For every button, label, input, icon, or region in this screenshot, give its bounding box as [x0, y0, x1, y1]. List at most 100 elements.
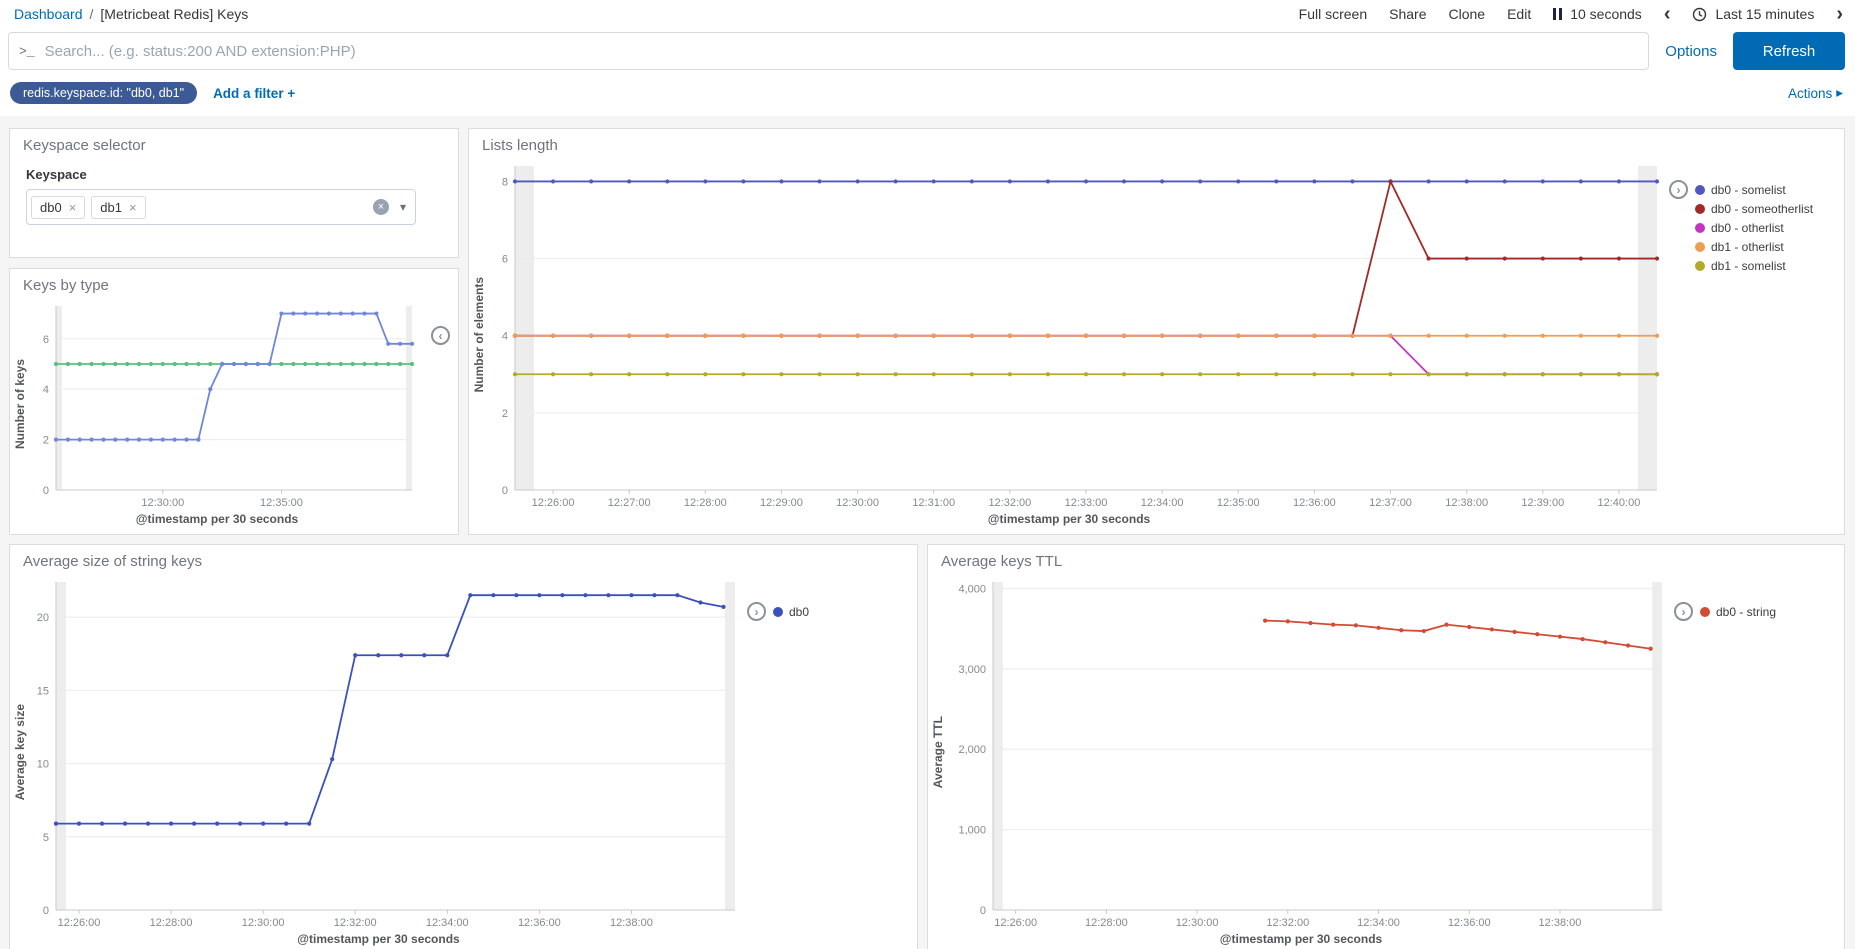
options-link[interactable]: Options — [1665, 42, 1717, 60]
legend-label: db1 - otherlist — [1711, 240, 1784, 254]
legend-toggle-button[interactable]: › — [1674, 602, 1693, 621]
chevron-down-icon[interactable]: ▾ — [399, 200, 406, 214]
keyspace-combobox[interactable]: db0 × db1 × × ▾ — [26, 189, 416, 225]
svg-text:12:27:00: 12:27:00 — [608, 497, 651, 509]
panel-title: Average size of string keys — [23, 553, 202, 570]
svg-text:4: 4 — [43, 384, 49, 396]
clone-button[interactable]: Clone — [1448, 6, 1486, 22]
panel-title: Keys by type — [23, 277, 109, 294]
svg-text:4,000: 4,000 — [958, 583, 986, 595]
keyspace-field-label: Keyspace — [26, 167, 87, 182]
dashboard-grid: Keyspace selector Keyspace db0 × db1 × ×… — [0, 116, 1855, 949]
panel-title: Keyspace selector — [23, 137, 146, 154]
refresh-button[interactable]: Refresh — [1733, 32, 1845, 70]
time-forward-chevron[interactable]: › — [1836, 3, 1843, 25]
legend-item[interactable]: db1 - otherlist — [1695, 240, 1813, 254]
svg-text:15: 15 — [37, 685, 49, 697]
svg-text:12:30:00: 12:30:00 — [1176, 917, 1219, 929]
svg-text:12:30:00: 12:30:00 — [242, 917, 285, 929]
legend-toggle-button[interactable]: › — [747, 602, 766, 621]
breadcrumb-dashboard-link[interactable]: Dashboard — [14, 6, 83, 22]
svg-text:6: 6 — [43, 334, 49, 346]
svg-text:12:40:00: 12:40:00 — [1598, 497, 1641, 509]
panel-title: Average keys TTL — [941, 553, 1063, 570]
avg-ttl-plot[interactable]: 0 1,000 2,000 3,000 4,000 12:26:00 12:28:00 12:… — [948, 573, 1674, 932]
lists-length-plot[interactable]: 0 2 4 6 8 12:26:00 12:27:00 12:28:00 12:29:00 12:… — [489, 157, 1669, 512]
legend: › db0 - string — [1674, 573, 1844, 949]
keyspace-tag-db0[interactable]: db0 × — [31, 195, 86, 219]
svg-text:12:28:00: 12:28:00 — [150, 917, 193, 929]
svg-text:5: 5 — [43, 832, 49, 844]
legend-item[interactable]: db0 - otherlist — [1695, 221, 1813, 235]
svg-text:4: 4 — [502, 331, 508, 343]
timepicker-button[interactable]: Last 15 minutes — [1692, 6, 1814, 22]
legend-color-dot — [1695, 223, 1705, 233]
avg-ttl-chart: Average TTL 0 1,000 2,000 3,000 4,000 12:26:0… — [928, 573, 1674, 949]
clear-selection-icon[interactable]: × — [372, 199, 389, 215]
legend-toggle-button[interactable]: ‹ — [431, 326, 450, 345]
svg-text:3,000: 3,000 — [958, 664, 986, 676]
share-button[interactable]: Share — [1389, 6, 1427, 22]
page-title: [Metricbeat Redis] Keys — [100, 6, 249, 22]
y-axis-title: Number of keys — [13, 359, 27, 450]
legend-item[interactable]: db0 - string — [1700, 605, 1776, 619]
svg-text:12:26:00: 12:26:00 — [994, 917, 1037, 929]
edit-button[interactable]: Edit — [1507, 6, 1532, 22]
tag-remove-icon[interactable]: × — [129, 199, 137, 215]
panel-lists-length: Lists length Number of elements 0 2 4 6 8 12:… — [468, 128, 1845, 535]
search-input[interactable] — [44, 42, 1639, 60]
legend-color-dot — [1695, 185, 1705, 195]
legend-item[interactable]: db0 - somelist — [1695, 183, 1813, 197]
panel-avg-string-key-size: Average size of string keys Average key … — [9, 544, 918, 949]
svg-text:12:30:00: 12:30:00 — [141, 497, 184, 509]
legend-label: db0 - otherlist — [1711, 221, 1784, 235]
legend-item[interactable]: db1 - somelist — [1695, 259, 1813, 273]
actions-link[interactable]: Actions ▸ — [1788, 85, 1843, 101]
legend-toggle-button[interactable]: › — [1669, 180, 1688, 199]
svg-text:12:32:00: 12:32:00 — [334, 917, 377, 929]
clock-icon — [1692, 7, 1707, 22]
svg-text:12:36:00: 12:36:00 — [1448, 917, 1491, 929]
keyspace-tag-db1[interactable]: db1 × — [91, 195, 146, 219]
svg-text:0: 0 — [502, 485, 508, 497]
avg-size-plot[interactable]: 0 5 10 15 20 12:26:00 12:28:00 12:30:00 12:32:00… — [30, 573, 747, 932]
keys-by-type-plot[interactable]: 0 2 4 6 12:30:00 12:35:00 — [30, 297, 424, 512]
legend-item[interactable]: db0 — [773, 605, 809, 619]
auto-refresh-control[interactable]: 10 seconds — [1553, 6, 1642, 22]
legend-item[interactable]: db0 - someotherlist — [1695, 202, 1813, 216]
legend-color-dot — [1695, 242, 1705, 252]
svg-text:12:28:00: 12:28:00 — [684, 497, 727, 509]
x-axis-title: @timestamp per 30 seconds — [135, 512, 299, 526]
filter-pill[interactable]: redis.keyspace.id: "db0, db1" — [10, 82, 198, 104]
svg-text:12:39:00: 12:39:00 — [1521, 497, 1564, 509]
actions-label: Actions — [1787, 85, 1833, 101]
svg-text:8: 8 — [502, 176, 508, 188]
legend-items: db0 - string — [1700, 605, 1776, 619]
panel-title: Lists length — [482, 137, 558, 154]
tag-remove-icon[interactable]: × — [68, 199, 77, 215]
search-bar-row: >_ Options Refresh — [0, 26, 1855, 76]
add-filter-link[interactable]: Add a filter + — [213, 85, 296, 101]
svg-text:12:38:00: 12:38:00 — [1539, 917, 1582, 929]
svg-text:12:29:00: 12:29:00 — [760, 497, 803, 509]
svg-text:12:36:00: 12:36:00 — [1293, 497, 1336, 509]
svg-text:12:26:00: 12:26:00 — [532, 497, 575, 509]
svg-text:12:34:00: 12:34:00 — [1357, 917, 1400, 929]
query-prompt-icon: >_ — [19, 43, 35, 59]
legend-color-dot — [773, 607, 783, 617]
svg-text:6: 6 — [502, 254, 508, 266]
legend-label: db0 — [789, 605, 810, 619]
x-axis-title: @timestamp per 30 seconds — [987, 512, 1151, 526]
full-screen-button[interactable]: Full screen — [1298, 6, 1368, 22]
x-axis-title: @timestamp per 30 seconds — [297, 932, 460, 946]
svg-text:2: 2 — [502, 408, 508, 420]
tag-label: db0 — [40, 199, 62, 215]
time-back-chevron[interactable]: ‹ — [1663, 3, 1671, 25]
svg-text:0: 0 — [980, 905, 986, 917]
y-axis-title: Average key size — [13, 704, 27, 801]
svg-text:10: 10 — [37, 759, 49, 771]
svg-text:12:26:00: 12:26:00 — [58, 917, 101, 929]
filter-bar: redis.keyspace.id: "db0, db1" Add a filt… — [0, 76, 1855, 116]
svg-text:12:34:00: 12:34:00 — [426, 917, 469, 929]
legend-color-dot — [1700, 607, 1710, 617]
